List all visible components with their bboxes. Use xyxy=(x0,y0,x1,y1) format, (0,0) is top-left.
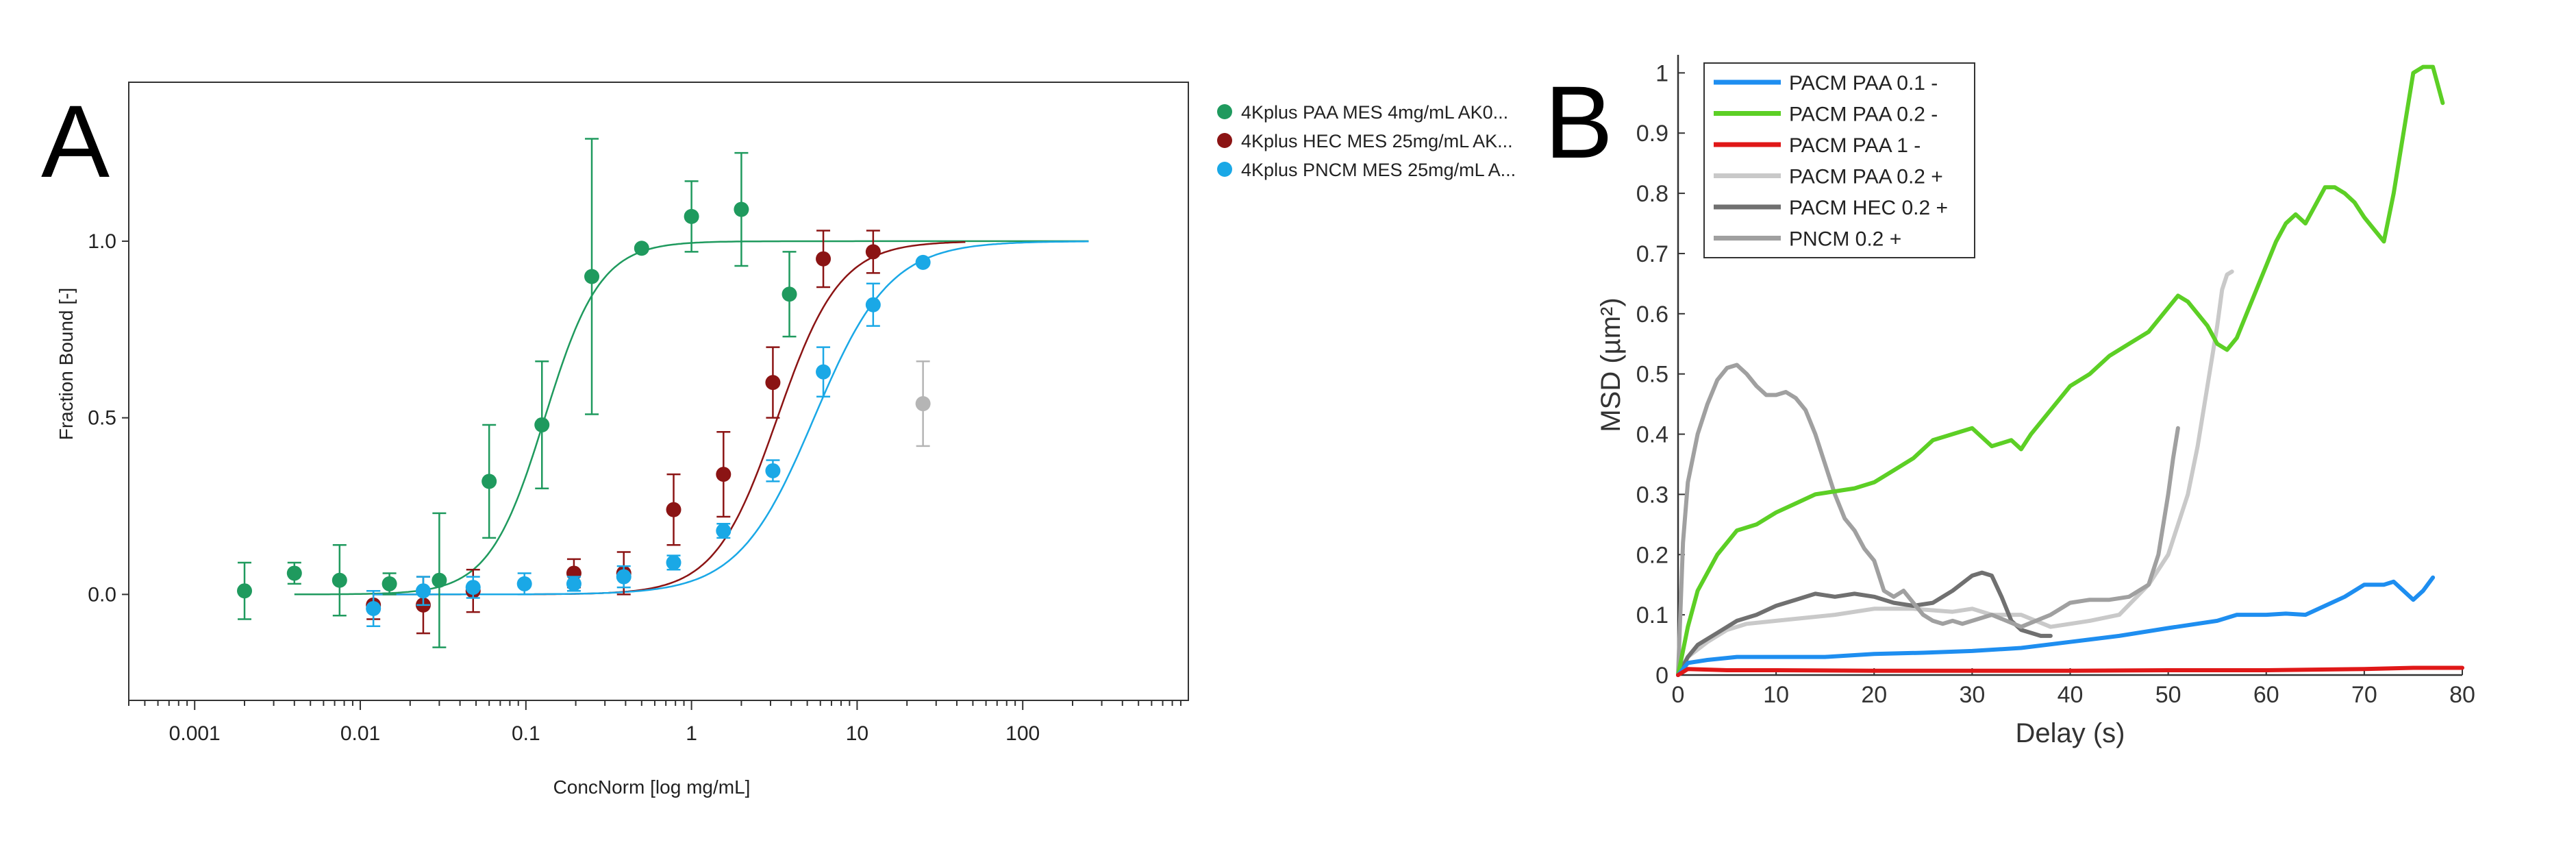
x-tick-label-b: 10 xyxy=(1763,682,1789,708)
series-line-b xyxy=(1676,575,2436,677)
y-tick-label-b: 0.6 xyxy=(1636,302,1668,328)
series-line-b xyxy=(1676,269,2234,677)
x-tick-label-b: 20 xyxy=(1861,682,1887,708)
y-tick-label-b: 0.9 xyxy=(1636,121,1668,147)
data-point-a xyxy=(765,463,781,478)
data-point-a xyxy=(666,554,681,570)
data-point-a xyxy=(684,208,699,224)
excluded-point-a xyxy=(915,396,931,412)
x-tick-label-b: 40 xyxy=(2058,682,2084,708)
data-point-a xyxy=(816,364,831,380)
y-tick-label-b: 1 xyxy=(1655,60,1668,86)
data-point-a xyxy=(465,580,481,596)
data-point-a xyxy=(237,583,253,599)
series-line-b xyxy=(1676,64,2445,677)
panel-letter-b: B xyxy=(1545,64,1613,180)
legend-label-a: 4Kplus HEC MES 25mg/mL AK... xyxy=(1241,131,1513,151)
fit-curve-a xyxy=(373,241,966,596)
legend-marker-a xyxy=(1217,104,1232,119)
y-axis-label-b: MSD (µm²) xyxy=(1596,297,1626,432)
legend-label-b: PACM PAA 0.2 + xyxy=(1789,166,1943,188)
data-point-a xyxy=(666,502,681,517)
x-tick-label-a: 0.1 xyxy=(512,722,540,745)
data-point-a xyxy=(634,241,649,256)
fit-curve-a xyxy=(373,241,1089,596)
legend-label-b: PNCM 0.2 + xyxy=(1789,228,1901,251)
legend-marker-a xyxy=(1217,162,1232,177)
data-point-a xyxy=(584,269,600,284)
y-tick-label-b: 0.1 xyxy=(1636,602,1668,628)
series-line-b xyxy=(1676,665,2464,677)
x-axis-label-b: Delay (s) xyxy=(2015,718,2125,748)
data-point-a xyxy=(915,254,931,270)
data-point-a xyxy=(765,375,781,391)
legend-marker-a xyxy=(1217,133,1232,148)
x-tick-label-b: 80 xyxy=(2449,682,2475,708)
legend-label-b: PACM HEC 0.2 + xyxy=(1789,197,1948,219)
data-point-a xyxy=(432,572,447,588)
legend-label-b: PACM PAA 0.1 - xyxy=(1789,72,1938,95)
y-tick-label-a: 1.0 xyxy=(88,230,116,253)
x-axis-label-a: ConcNorm [log mg/mL] xyxy=(553,776,751,798)
y-tick-label-b: 0.5 xyxy=(1636,362,1668,388)
y-axis-label-a: Fraction Bound [-] xyxy=(55,288,77,441)
y-tick-label-b: 0 xyxy=(1655,663,1668,689)
chart-a: 0.0 0.5 1.0 0.001 0.01 0.1 1 10 100 ConcNorm [log… xyxy=(55,82,1516,798)
x-tick-label-b: 60 xyxy=(2253,682,2279,708)
data-point-a xyxy=(482,474,497,489)
y-tick-label-b: 0.4 xyxy=(1636,422,1668,448)
data-point-a xyxy=(781,286,797,302)
y-tick-label-b: 0.3 xyxy=(1636,482,1668,508)
x-tick-label-b: 0 xyxy=(1672,682,1685,708)
data-point-a xyxy=(734,201,749,217)
data-point-a xyxy=(716,523,731,539)
chart-b: 00.10.20.30.40.50.60.70.80.910 10 20 30 40 50… xyxy=(1596,55,2475,748)
data-point-a xyxy=(865,244,881,260)
y-tick-label-b: 0.2 xyxy=(1636,542,1668,568)
x-tick-label-b: 30 xyxy=(1959,682,1985,708)
x-tick-label-b: 70 xyxy=(2351,682,2377,708)
panel-letter-a: A xyxy=(41,84,110,199)
x-tick-label-a: 1 xyxy=(686,722,697,745)
legend-label-b: PACM PAA 1 - xyxy=(1789,134,1921,157)
data-point-a xyxy=(286,565,302,581)
series-line-b xyxy=(1676,363,2180,677)
y-tick-label-b: 0.7 xyxy=(1636,241,1668,267)
data-point-a xyxy=(816,251,831,267)
legend-label-b: PACM PAA 0.2 - xyxy=(1789,103,1938,126)
plot-frame-a xyxy=(128,82,1189,701)
data-point-a xyxy=(865,297,881,312)
y-tick-label-a: 0.5 xyxy=(88,407,116,430)
x-tick-label-a: 0.001 xyxy=(169,722,221,745)
data-point-a xyxy=(616,569,632,585)
legend-box-b xyxy=(1703,62,1975,258)
data-point-a xyxy=(332,572,347,588)
data-point-a xyxy=(366,600,382,616)
series-line-b xyxy=(1676,570,2053,677)
x-tick-label-b: 50 xyxy=(2155,682,2181,708)
fit-curve-a xyxy=(294,240,1089,596)
data-point-a xyxy=(516,576,532,591)
data-point-a xyxy=(415,583,431,599)
data-point-a xyxy=(382,576,397,591)
data-point-a xyxy=(716,467,731,482)
data-point-a xyxy=(534,417,550,432)
y-tick-label-a: 0.0 xyxy=(88,583,116,606)
y-tick-label-b: 0.8 xyxy=(1636,181,1668,207)
x-tick-label-a: 0.01 xyxy=(340,722,380,745)
legend-label-a: 4Kplus PNCM MES 25mg/mL A... xyxy=(1241,160,1516,180)
legend-label-a: 4Kplus PAA MES 4mg/mL AK0... xyxy=(1241,102,1508,123)
x-tick-label-a: 100 xyxy=(1005,722,1040,745)
data-point-a xyxy=(566,576,582,591)
x-tick-label-a: 10 xyxy=(846,722,868,745)
